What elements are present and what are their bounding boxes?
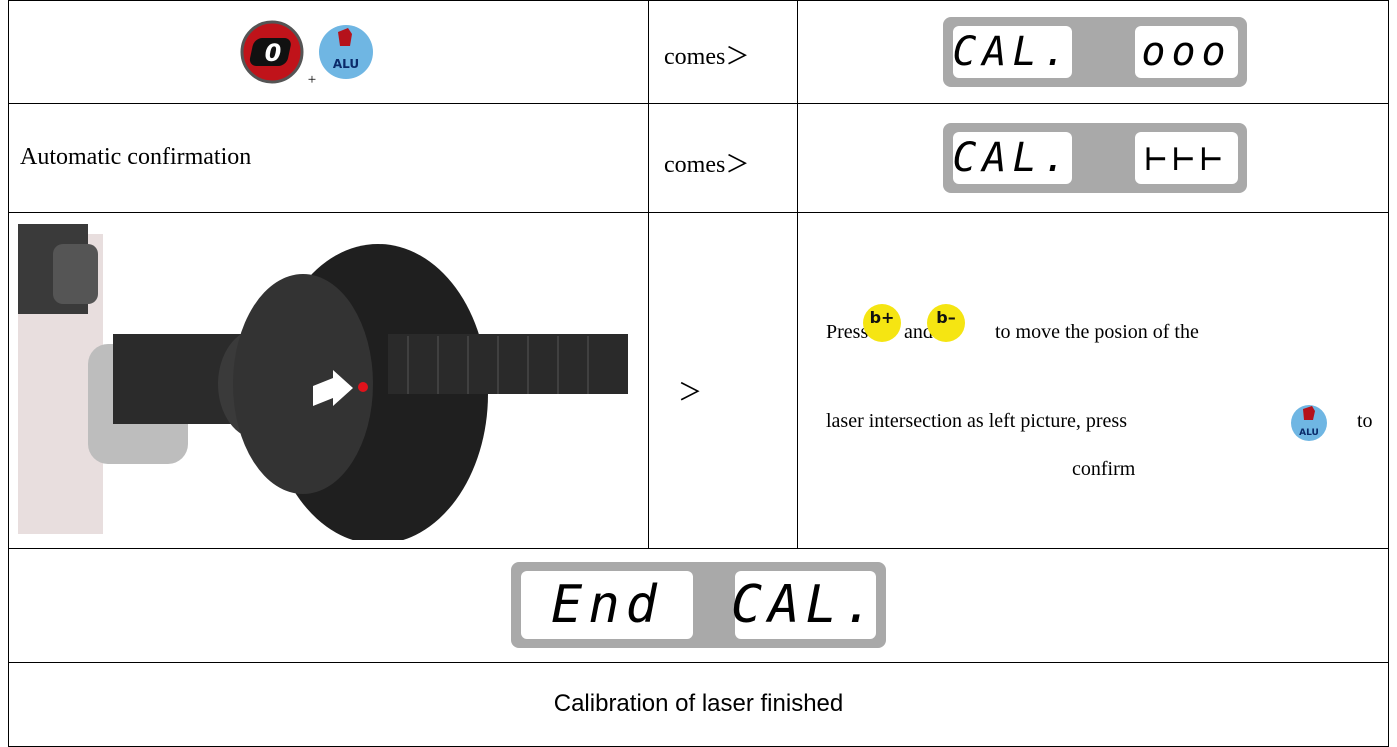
border [8, 212, 1389, 213]
arrow-text: ＞ [678, 380, 702, 406]
border [8, 548, 1389, 549]
key-label: b+ [870, 308, 895, 327]
text: to move the posion of the [995, 321, 1199, 343]
key-icon: b– [927, 304, 965, 342]
key-label: 0 [265, 39, 282, 67]
label: Calibration of laser finished [553, 690, 844, 717]
border [8, 103, 1389, 104]
display: CAL. ooo [943, 17, 1247, 87]
key-icon: ALU [1291, 405, 1327, 441]
key-label: b– [936, 308, 955, 327]
arrow-text: comes＞ [664, 152, 750, 178]
text: confirm [1072, 458, 1136, 480]
display-text: ⊢⊢⊢ [1135, 132, 1238, 184]
display: End CAL. [511, 562, 886, 648]
text: and [904, 321, 933, 343]
border [8, 0, 9, 747]
border [648, 0, 649, 548]
plus: + [308, 72, 316, 88]
display-text: ooo [1135, 26, 1238, 78]
display-text: End [521, 571, 693, 639]
key-label: ALU [333, 57, 359, 71]
text: laser intersection as left picture, pres… [826, 410, 1127, 432]
display: CAL. ⊢⊢⊢ [943, 123, 1247, 193]
border [8, 662, 1389, 663]
display-text: CAL. [952, 26, 1072, 78]
text: Press [826, 321, 869, 343]
key-icons: 0 + ALU [240, 20, 373, 88]
arrow-text: comes＞ [664, 44, 750, 70]
border [1388, 0, 1389, 747]
display-text: CAL. [952, 132, 1072, 184]
border [8, 0, 1389, 1]
border [797, 0, 798, 548]
machine-picture [18, 224, 628, 540]
key-icon: b+ [863, 304, 901, 342]
text: to [1357, 410, 1373, 432]
key-label: ALU [1299, 428, 1319, 438]
display-text: CAL. [731, 571, 876, 639]
label: Automatic confirmation [20, 144, 252, 170]
